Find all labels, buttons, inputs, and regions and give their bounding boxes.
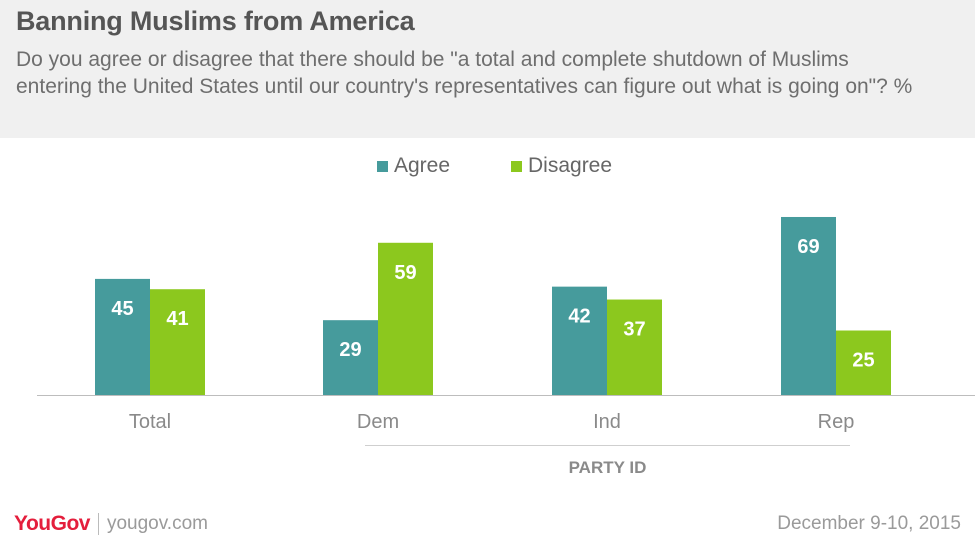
legend-label-agree: Agree <box>394 154 451 177</box>
footer-site: yougov.com <box>106 513 208 534</box>
yougov-logo: YouGov <box>14 512 90 535</box>
bar-agree-rep <box>781 216 836 395</box>
legend-item-disagree: Disagree <box>511 154 612 178</box>
bar-agree-total <box>95 278 150 395</box>
data-label-disagree-ind: 37 <box>623 319 645 341</box>
x-tick-label-total: Total <box>129 411 171 433</box>
footer-date: December 9-10, 2015 <box>777 513 961 534</box>
x-tick-label-rep: Rep <box>818 411 855 433</box>
bar-disagree-total <box>150 289 205 395</box>
legend: Agree Disagree <box>0 154 975 182</box>
legend-label-disagree: Disagree <box>528 154 613 177</box>
chart-title: Banning Muslims from America <box>16 6 415 36</box>
legend-swatch-agree <box>377 160 388 172</box>
x-tick-label-ind: Ind <box>593 411 621 433</box>
bar-disagree-dem <box>378 242 433 395</box>
bar-chart: 45 41 Total 29 59 Dem 42 37 Ind 69 25 Rep <box>37 216 975 433</box>
chart-subtitle: Do you agree or disagree that there shou… <box>16 48 913 98</box>
bar-disagree-rep <box>836 330 891 395</box>
data-label-disagree-rep: 25 <box>852 350 874 372</box>
data-label-agree-total: 45 <box>111 298 133 320</box>
data-label-disagree-dem: 59 <box>394 262 416 284</box>
bar-disagree-ind <box>607 299 662 395</box>
legend-swatch-disagree <box>511 160 522 172</box>
data-label-agree-rep: 69 <box>797 236 819 258</box>
party-id-divider <box>365 445 850 446</box>
bar-agree-dem <box>323 320 378 395</box>
footer-separator <box>97 513 99 535</box>
footer-brand: YouGov yougov.com <box>14 512 208 536</box>
data-label-agree-dem: 29 <box>339 339 361 361</box>
bar-agree-ind <box>552 286 607 395</box>
x-tick-label-dem: Dem <box>357 411 399 433</box>
data-label-agree-ind: 42 <box>568 306 590 328</box>
data-label-disagree-total: 41 <box>166 308 188 330</box>
legend-item-agree: Agree <box>377 154 450 178</box>
chart-header: Banning Muslims from America Do you agre… <box>0 0 975 138</box>
party-id-label: PARTY ID <box>568 458 647 477</box>
